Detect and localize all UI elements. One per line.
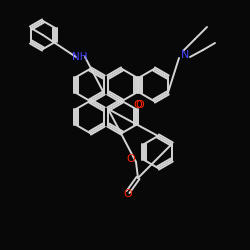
Text: N: N	[181, 50, 189, 60]
Text: O: O	[124, 189, 132, 199]
Text: O: O	[127, 154, 136, 164]
Text: NH: NH	[72, 52, 88, 62]
Text: O: O	[134, 100, 142, 110]
Text: O: O	[136, 100, 144, 110]
